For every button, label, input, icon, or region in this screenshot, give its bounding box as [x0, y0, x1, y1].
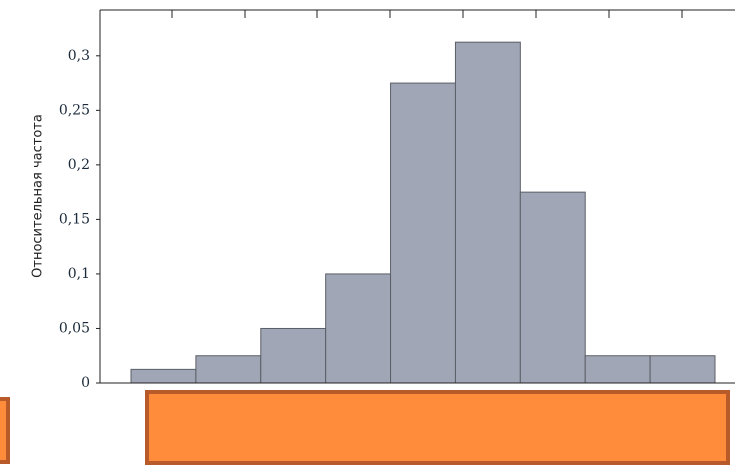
bar — [195, 355, 262, 384]
y-tick-label: 0,05 — [59, 320, 90, 336]
y-tick-label: 0 — [81, 375, 90, 391]
plot — [130, 41, 716, 384]
redaction-box — [0, 397, 10, 464]
axes — [99, 9, 735, 383]
redaction-box — [145, 390, 730, 465]
bar — [325, 273, 392, 384]
bar — [649, 355, 716, 384]
bar — [454, 41, 521, 384]
bar — [584, 355, 651, 384]
bar — [519, 191, 586, 384]
bar — [130, 368, 197, 384]
y-tick-label: 0,3 — [68, 48, 90, 64]
y-tick-label: 0,2 — [68, 157, 90, 173]
y-tick-label: 0,1 — [68, 266, 90, 282]
y-axis-label: Относительная частота — [31, 114, 46, 278]
y-tick-label: 0,15 — [59, 211, 90, 227]
bar — [390, 82, 456, 384]
bar — [260, 327, 327, 384]
y-tick-label: 0,25 — [59, 102, 90, 118]
